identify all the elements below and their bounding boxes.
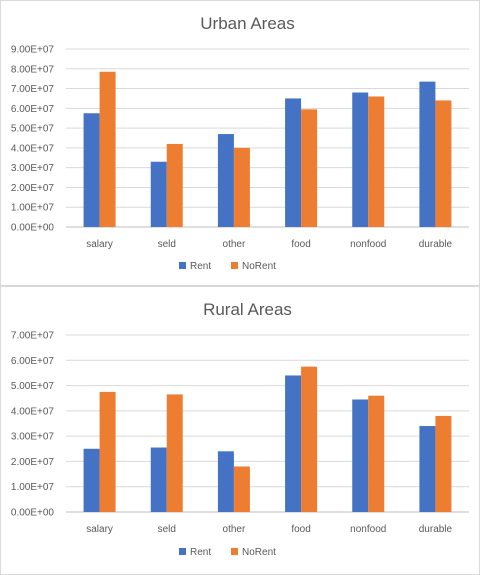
c1-y-tick-label: 0.00E+00 xyxy=(11,508,55,519)
c1-bar-rent-food xyxy=(285,375,302,512)
c0-bar-rent-salary xyxy=(83,113,100,227)
c1-y-tick-label: 2.00E+07 xyxy=(11,457,55,468)
c1-bar-rent-durable xyxy=(419,426,436,512)
c1-x-tick-label: food xyxy=(291,524,310,535)
c1-title: Rural Areas xyxy=(203,300,292,319)
c1-y-tick-label: 5.00E+07 xyxy=(11,381,55,392)
c1-y-tick-label: 1.00E+07 xyxy=(11,482,55,493)
c1-x-tick-label: nonfood xyxy=(350,524,386,535)
c0-x-tick-label: seld xyxy=(158,239,176,250)
c1-y-tick-label: 4.00E+07 xyxy=(11,406,55,417)
c1-bar-rent-salary xyxy=(83,448,100,512)
c0-x-tick-label: nonfood xyxy=(350,239,386,250)
c0-legend-label: NoRent xyxy=(242,261,276,272)
c1-legend-item-rent: Rent xyxy=(179,547,211,558)
c0-y-tick-label: 4.00E+07 xyxy=(11,143,55,154)
chart-urban: Urban Areas 0.00E+00 1.00E+07 2.00E+07 3.00E… xyxy=(11,14,469,272)
c0-y-tick-label: 5.00E+07 xyxy=(11,124,55,135)
c1-bar-norent-salary xyxy=(99,391,116,512)
c0-legend-item-norent: NoRent xyxy=(231,261,276,272)
c0-x-tick-label: durable xyxy=(419,239,453,250)
c1-legend-item-norent: NoRent xyxy=(231,547,276,558)
c0-y-tick-label: 9.00E+07 xyxy=(11,45,55,56)
c1-bar-norent-seld xyxy=(166,394,183,512)
c0-bar-norent-other xyxy=(233,147,250,227)
c0-bar-rent-other xyxy=(217,134,234,227)
c0-bar-norent-nonfood xyxy=(368,96,385,227)
c1-x-tick-label: salary xyxy=(86,524,113,535)
chart-rural: Rural Areas 0.00E+00 1.00E+07 2.00E+07 3.00E… xyxy=(11,300,469,558)
c1-bar-norent-durable xyxy=(435,415,452,512)
c0-y-tick-label: 0.00E+00 xyxy=(11,223,55,234)
c0-y-tick-label: 6.00E+07 xyxy=(11,104,55,115)
c1-x-tick-label: durable xyxy=(419,524,453,535)
c0-bar-norent-salary xyxy=(99,71,116,227)
c0-legend-item-rent: Rent xyxy=(179,261,211,272)
c0-x-tick-label: salary xyxy=(86,239,113,250)
c0-x-tick-label: other xyxy=(223,239,246,250)
c1-legend-swatch xyxy=(179,548,186,555)
c1-y-tick-label: 3.00E+07 xyxy=(11,432,55,443)
c1-bar-rent-nonfood xyxy=(352,399,369,512)
c0-y-tick-label: 3.00E+07 xyxy=(11,163,55,174)
chart-panel-rural: Rural Areas 0.00E+00 1.00E+07 2.00E+07 3.00E… xyxy=(0,286,480,575)
c0-y-tick-label: 7.00E+07 xyxy=(11,84,55,95)
c1-x-tick-label: seld xyxy=(158,524,176,535)
c1-bar-rent-other xyxy=(217,451,234,512)
c0-bar-rent-food xyxy=(285,98,302,227)
chart-panel-urban: Urban Areas 0.00E+00 1.00E+07 2.00E+07 3.00E… xyxy=(0,0,480,286)
c0-legend-swatch xyxy=(179,262,186,269)
c0-legend-label: Rent xyxy=(190,261,211,272)
c0-y-tick-label: 1.00E+07 xyxy=(11,203,55,214)
c0-y-tick-label: 2.00E+07 xyxy=(11,183,55,194)
c1-legend-swatch xyxy=(231,548,238,555)
c1-legend-label: NoRent xyxy=(242,547,276,558)
c0-bar-norent-durable xyxy=(435,100,452,227)
c0-legend-swatch xyxy=(231,262,238,269)
c0-y-tick-label: 8.00E+07 xyxy=(11,64,55,75)
c1-bar-norent-nonfood xyxy=(368,395,385,512)
c0-bar-rent-nonfood xyxy=(352,92,369,227)
c1-bar-norent-other xyxy=(233,466,250,512)
c0-title: Urban Areas xyxy=(200,14,295,33)
c0-x-tick-label: food xyxy=(291,239,310,250)
c0-bar-norent-food xyxy=(301,109,318,227)
c1-bar-norent-food xyxy=(301,366,318,512)
c1-legend-label: Rent xyxy=(190,547,211,558)
c1-y-tick-label: 6.00E+07 xyxy=(11,356,55,367)
c1-y-tick-label: 7.00E+07 xyxy=(11,331,55,342)
c0-bar-norent-seld xyxy=(166,143,183,227)
c1-x-tick-label: other xyxy=(223,524,246,535)
c0-bar-rent-durable xyxy=(419,81,436,227)
c0-bar-rent-seld xyxy=(150,161,167,227)
c1-bar-rent-seld xyxy=(150,447,167,512)
